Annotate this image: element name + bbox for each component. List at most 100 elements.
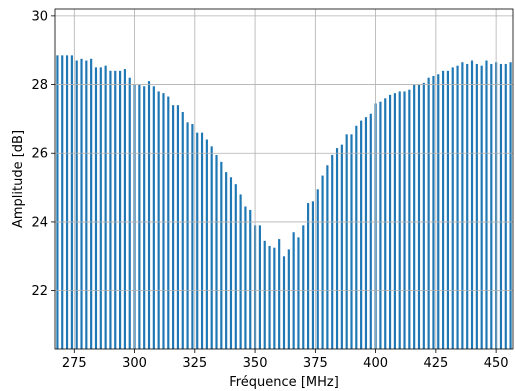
bar xyxy=(152,86,155,350)
bar xyxy=(499,63,503,349)
bar xyxy=(432,75,435,349)
bar xyxy=(350,134,353,349)
bar xyxy=(384,98,387,349)
bar xyxy=(210,146,213,349)
bar xyxy=(369,113,372,349)
bar xyxy=(340,144,343,349)
bar xyxy=(461,62,464,349)
bar xyxy=(437,74,440,349)
bar xyxy=(480,65,483,350)
y-tick-label: 26 xyxy=(31,147,48,162)
bar xyxy=(287,249,290,349)
bar xyxy=(403,91,406,350)
bar xyxy=(162,93,165,349)
bar xyxy=(331,154,334,349)
bar xyxy=(215,154,218,349)
bar xyxy=(446,70,449,349)
bar xyxy=(56,55,59,350)
bar xyxy=(176,105,180,349)
bar xyxy=(413,84,416,349)
x-tick-label: 425 xyxy=(423,356,448,371)
bar xyxy=(61,55,64,350)
bar xyxy=(147,81,151,350)
bar xyxy=(172,105,175,349)
bar xyxy=(205,139,208,349)
x-axis-ticks: 275 300 325 350 375 400 425 450 xyxy=(62,349,509,371)
bar xyxy=(345,134,348,349)
bar xyxy=(427,77,430,349)
y-tick-label: 24 xyxy=(31,215,48,230)
x-tick-label: 300 xyxy=(122,356,147,371)
bar xyxy=(335,148,339,349)
bar xyxy=(509,62,512,349)
bar xyxy=(186,122,189,349)
bar xyxy=(123,69,126,349)
bar xyxy=(157,91,160,350)
bar xyxy=(490,63,493,349)
x-tick-label: 450 xyxy=(484,356,509,371)
bar xyxy=(302,225,305,349)
bar xyxy=(475,63,478,349)
horizontal-gridlines xyxy=(55,15,513,292)
x-tick-label: 325 xyxy=(182,356,207,371)
x-axis-label: Fréquence [MHz] xyxy=(229,375,339,390)
y-axis-ticks: 22 24 26 28 30 xyxy=(31,9,55,299)
bar xyxy=(326,165,329,349)
bar xyxy=(504,63,507,349)
bar xyxy=(225,172,228,349)
bar xyxy=(364,117,368,350)
bar xyxy=(90,58,93,350)
bar xyxy=(282,256,286,349)
bar xyxy=(220,161,223,349)
bar xyxy=(70,55,73,350)
vertical-gridlines xyxy=(73,9,497,349)
bar xyxy=(114,70,117,349)
bar xyxy=(442,70,445,349)
bar xyxy=(85,60,88,350)
x-tick-label: 350 xyxy=(243,356,268,371)
bar xyxy=(94,67,98,349)
y-tick-label: 22 xyxy=(31,284,48,299)
bar xyxy=(119,70,122,349)
bar xyxy=(80,58,83,350)
x-tick-label: 275 xyxy=(62,356,87,371)
axes-border xyxy=(54,8,514,350)
bar xyxy=(379,101,382,349)
bar xyxy=(65,55,69,350)
bar xyxy=(398,91,401,350)
bar xyxy=(200,132,204,349)
bar xyxy=(268,245,271,349)
bar xyxy=(104,65,107,350)
bar xyxy=(258,225,261,349)
bar xyxy=(393,93,396,349)
bar xyxy=(422,82,425,349)
y-tick-label: 30 xyxy=(31,9,48,24)
bar xyxy=(485,60,488,350)
bar xyxy=(128,77,131,349)
bar xyxy=(249,209,252,349)
y-tick-label: 28 xyxy=(31,78,48,93)
bar xyxy=(355,125,358,350)
x-tick-label: 375 xyxy=(303,356,328,371)
bar xyxy=(196,132,199,349)
bar xyxy=(466,63,469,349)
bar xyxy=(75,60,78,350)
bar-series xyxy=(56,55,512,350)
bar xyxy=(138,84,141,349)
x-tick-label: 400 xyxy=(363,356,388,371)
y-axis-label: Amplitude [dB] xyxy=(11,130,26,228)
bar xyxy=(408,89,411,350)
bar xyxy=(321,175,324,349)
bar xyxy=(451,67,454,349)
bar xyxy=(99,67,102,349)
bar xyxy=(191,124,194,349)
bar xyxy=(263,240,266,349)
bar xyxy=(273,247,276,349)
bar xyxy=(311,201,315,349)
bar xyxy=(244,206,247,349)
bar xyxy=(470,60,474,350)
bar xyxy=(143,86,146,350)
bar xyxy=(297,237,300,349)
bar xyxy=(239,194,242,349)
